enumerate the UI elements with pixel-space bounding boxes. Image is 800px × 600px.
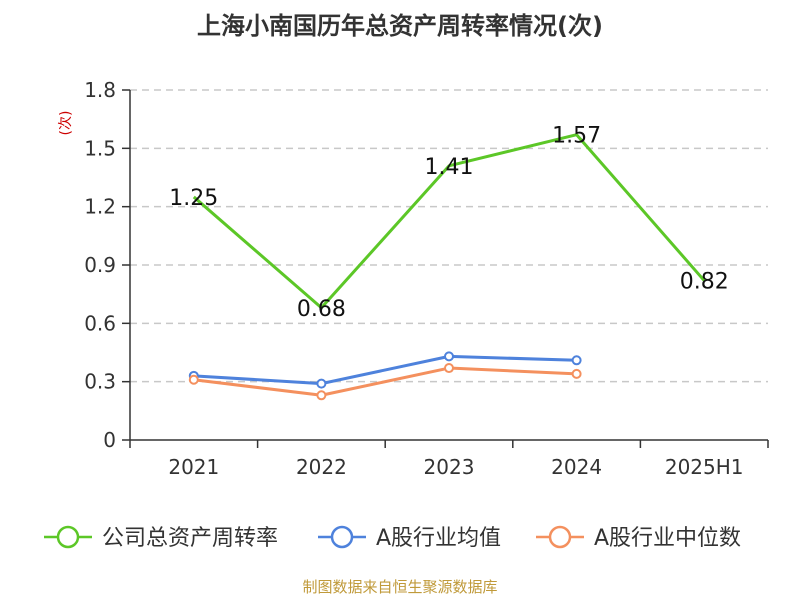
y-tick-label: 1.5 (84, 136, 116, 160)
y-tick-label: 0.3 (84, 370, 116, 394)
y-axis-label: (次) (58, 111, 74, 136)
y-tick-label: 0 (103, 428, 116, 452)
legend-label: A股行业中位数 (594, 526, 741, 551)
legend-item[interactable]: A股行业中位数 (536, 525, 741, 551)
data-label: 0.82 (680, 270, 729, 295)
series-line-1 (193, 354, 577, 386)
data-point (316, 378, 327, 389)
legend-item[interactable]: 公司总资产周转率 (44, 525, 278, 551)
series-line-2 (193, 366, 577, 397)
data-label: 0.68 (297, 297, 346, 322)
legend-label: 公司总资产周转率 (102, 526, 278, 551)
x-tick-label: 2024 (551, 455, 602, 479)
y-tick-label: 1.8 (84, 78, 116, 102)
legend-label: A股行业均值 (376, 526, 501, 551)
data-label: 1.25 (169, 186, 218, 211)
legend-swatch-marker (56, 525, 80, 549)
data-point (316, 390, 327, 401)
data-label: 1.41 (425, 155, 474, 180)
x-tick-label: 2023 (424, 455, 475, 479)
chart-title: 上海小南国历年总资产周转率情况(次) (197, 12, 603, 40)
y-tick-label: 0.6 (84, 311, 116, 335)
data-point (444, 351, 454, 362)
x-tick-label: 2022 (296, 455, 347, 479)
data-point (444, 363, 454, 374)
data-point (188, 374, 199, 385)
y-tick-label: 1.2 (84, 195, 116, 219)
data-point (571, 355, 582, 366)
data-label: 1.57 (552, 124, 601, 149)
x-tick-label: 2025H1 (665, 455, 744, 479)
data-point (571, 368, 582, 379)
y-tick-label: 0.9 (84, 253, 116, 277)
x-tick-label: 2021 (168, 455, 219, 479)
source-note: 制图数据来自恒生聚源数据库 (302, 578, 497, 596)
legend-item[interactable]: A股行业均值 (318, 525, 501, 551)
series-line-0 (192, 133, 706, 310)
legend-swatch-marker (330, 525, 354, 549)
legend-swatch-marker (548, 525, 572, 549)
